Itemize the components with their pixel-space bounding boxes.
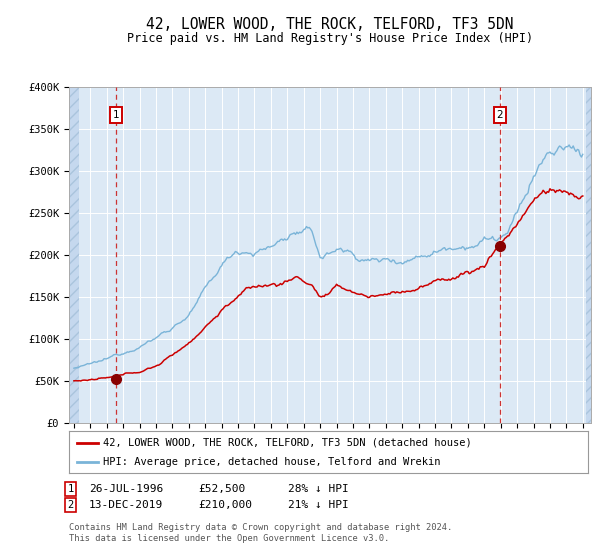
Text: 28% ↓ HPI: 28% ↓ HPI	[288, 484, 349, 494]
Text: 42, LOWER WOOD, THE ROCK, TELFORD, TF3 5DN: 42, LOWER WOOD, THE ROCK, TELFORD, TF3 5…	[146, 17, 514, 32]
Text: HPI: Average price, detached house, Telford and Wrekin: HPI: Average price, detached house, Telf…	[103, 457, 440, 467]
Text: 42, LOWER WOOD, THE ROCK, TELFORD, TF3 5DN (detached house): 42, LOWER WOOD, THE ROCK, TELFORD, TF3 5…	[103, 437, 472, 447]
Text: £52,500: £52,500	[198, 484, 245, 494]
Text: 13-DEC-2019: 13-DEC-2019	[89, 500, 163, 510]
Text: This data is licensed under the Open Government Licence v3.0.: This data is licensed under the Open Gov…	[69, 534, 389, 543]
Text: 1: 1	[113, 110, 119, 120]
Text: 1: 1	[68, 484, 74, 494]
Text: 26-JUL-1996: 26-JUL-1996	[89, 484, 163, 494]
Text: 21% ↓ HPI: 21% ↓ HPI	[288, 500, 349, 510]
Text: Contains HM Land Registry data © Crown copyright and database right 2024.: Contains HM Land Registry data © Crown c…	[69, 523, 452, 532]
Text: 2: 2	[68, 500, 74, 510]
Text: £210,000: £210,000	[198, 500, 252, 510]
Bar	[586, 87, 591, 423]
Text: Price paid vs. HM Land Registry's House Price Index (HPI): Price paid vs. HM Land Registry's House …	[127, 32, 533, 45]
Text: 2: 2	[497, 110, 503, 120]
Bar	[69, 87, 79, 423]
